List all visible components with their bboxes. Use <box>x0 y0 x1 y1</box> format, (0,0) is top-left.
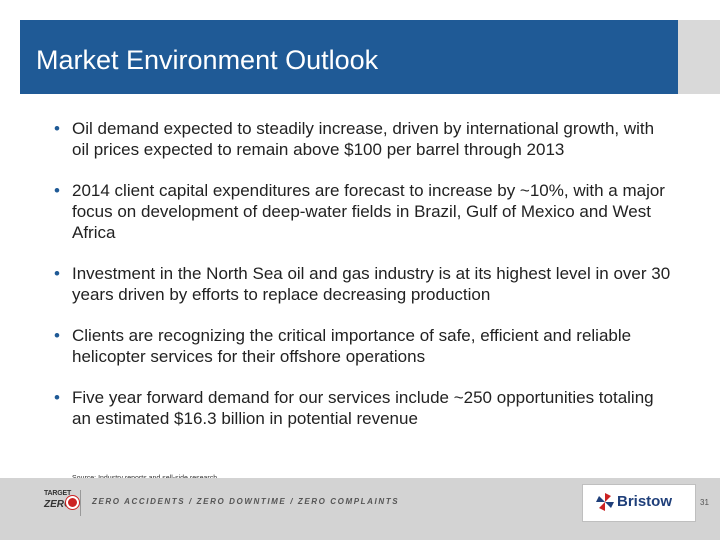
bullet-item: • Five year forward demand for our servi… <box>54 387 674 429</box>
bullet-item: • 2014 client capital expenditures are f… <box>54 180 674 243</box>
page-number: 31 <box>700 498 709 507</box>
bullet-item: • Clients are recognizing the critical i… <box>54 325 674 367</box>
bullet-list: • Oil demand expected to steadily increa… <box>54 118 674 429</box>
bullet-item: • Oil demand expected to steadily increa… <box>54 118 674 160</box>
title-bar-edge <box>678 20 720 94</box>
target-icon <box>66 496 79 509</box>
bullet-text: Oil demand expected to steadily increase… <box>72 119 655 159</box>
bullet-marker: • <box>54 264 60 283</box>
bullet-marker: • <box>54 388 60 407</box>
bullet-text: Five year forward demand for our service… <box>72 388 654 428</box>
target-zero-top-text: TARGET <box>44 490 72 497</box>
slide-title: Market Environment Outlook <box>36 45 379 75</box>
bullet-marker: • <box>54 119 60 138</box>
bullet-marker: • <box>54 181 60 200</box>
bullet-text: 2014 client capital expenditures are for… <box>72 181 665 242</box>
title-bar <box>20 20 678 94</box>
footer-tagline: ZERO ACCIDENTS / ZERO DOWNTIME / ZERO CO… <box>92 497 400 506</box>
target-zero-bottom-text: ZERO <box>44 499 72 510</box>
bristow-logo-text: Bristow <box>617 493 673 510</box>
bristow-pinwheel-icon <box>596 493 614 511</box>
bullet-text: Investment in the North Sea oil and gas … <box>72 264 671 304</box>
bullet-text: Clients are recognizing the critical imp… <box>72 326 632 366</box>
bullet-marker: • <box>54 326 60 345</box>
bullet-item: • Investment in the North Sea oil and ga… <box>54 263 674 305</box>
footer-divider <box>80 490 81 516</box>
target-zero-logo: TARGET ZERO <box>44 490 79 516</box>
bristow-logo-box <box>582 484 696 522</box>
